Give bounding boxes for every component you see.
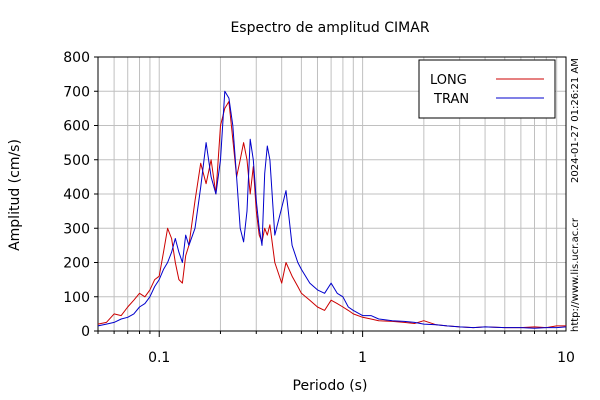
timestamp-text: 2024-01-27 01:26:21 AM: [570, 58, 581, 183]
y-tick-label: 400: [63, 187, 90, 203]
axis-ticks: 0 100 200 300 400 500 600 700 800 0.1 1 10: [63, 50, 575, 366]
x-tick-label: 0.1: [148, 350, 170, 366]
y-axis-label: Amplitud (cm/s): [7, 139, 23, 251]
x-axis-label: Periodo (s): [293, 378, 368, 394]
y-tick-label: 500: [63, 153, 90, 169]
legend: LONG TRAN: [418, 59, 556, 119]
legend-label-long: LONG: [430, 73, 467, 88]
y-tick-label: 100: [63, 290, 90, 306]
legend-label-tran: TRAN: [433, 92, 469, 107]
y-tick-label: 300: [63, 221, 90, 237]
y-tick-label: 700: [63, 84, 90, 100]
x-tick-label: 1: [358, 350, 367, 366]
x-tick-label: 10: [557, 350, 575, 366]
y-tick-label: 0: [81, 324, 90, 340]
y-tick-label: 800: [63, 50, 90, 66]
series-line-tran: [97, 90, 567, 329]
y-tick-label: 600: [63, 119, 90, 135]
series-layer: [97, 90, 567, 329]
y-tick-label: 200: [63, 256, 90, 272]
chart-title: Espectro de amplitud CIMAR: [230, 20, 429, 36]
website-text: http://www.lis.ucr.ac.cr: [570, 217, 581, 332]
grid-lines: [97, 56, 566, 332]
legend-box: [418, 59, 556, 119]
